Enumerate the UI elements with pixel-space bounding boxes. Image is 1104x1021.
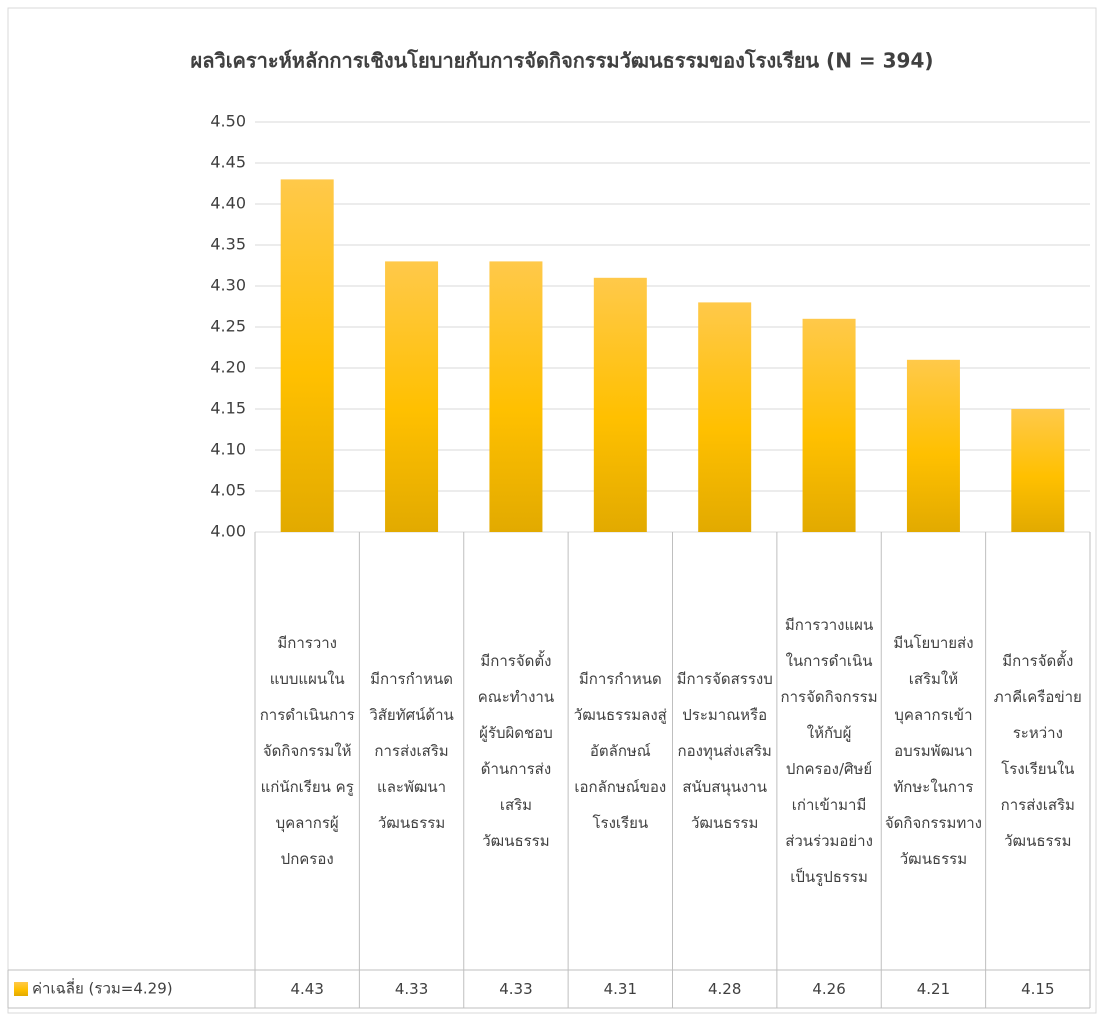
data-table-value: 4.21 [916,980,951,998]
y-tick-label: 4.50 [210,112,246,131]
data-table-value: 4.43 [290,980,324,998]
data-table-value: 4.33 [394,980,429,998]
bar [280,179,334,532]
y-tick-label: 4.05 [210,481,246,500]
category-label: มีนโยบายส่งเสริมให้บุคลากรเข้าอบรมพัฒนาท… [884,634,982,868]
bar [1011,409,1065,532]
y-tick-label: 4.15 [210,399,246,418]
y-tick-label: 4.20 [210,358,246,377]
category-label: มีการวางแผนในการดำเนินการจัดกิจกรรมให้กั… [780,616,878,886]
bar [593,277,647,532]
bar [906,359,960,532]
y-tick-label: 4.25 [210,317,246,336]
bar [385,261,439,532]
data-table-value: 4.33 [499,980,533,998]
data-table-value: 4.31 [603,980,638,998]
legend-swatch [14,982,28,996]
category-label: มีการจัดสรรงบประมาณหรือกองทุนส่งเสริมสนั… [676,670,773,832]
category-label: มีการกำหนดวิสัยทัศน์ด้านการส่งเสริมและพั… [369,670,454,832]
y-tick-label: 4.40 [210,194,246,213]
y-tick-label: 4.10 [210,440,246,459]
y-tick-label: 4.30 [210,276,246,295]
data-table-value: 4.15 [1021,980,1055,998]
category-label: มีการจัดตั้งภาคีเครือข่ายระหว่างโรงเรียน… [993,652,1082,850]
y-tick-label: 4.35 [210,235,246,254]
legend-label: ค่าเฉลี่ย (รวม=4.29) [32,978,173,998]
bar [802,318,856,532]
category-label: มีการจัดตั้งคณะทำงานผู้รับผิดชอบด้านการส… [477,652,555,850]
category-label: มีการกำหนดวัฒนธรรมลงสู่อัตลักษณ์เอกลักษณ… [573,670,667,832]
data-table-value: 4.28 [707,980,742,998]
data-table-value: 4.26 [812,980,846,998]
bar [698,302,752,532]
category-label: มีการวางแบบแผนในการดำเนินการจัดกิจกรรมให… [259,634,355,868]
y-tick-label: 4.45 [210,153,246,172]
bar [489,261,543,532]
chart-title: ผลวิเคราะห์หลักการเชิงนโยบายกับการจัดกิจ… [190,49,933,73]
y-tick-label: 4.00 [210,522,246,541]
